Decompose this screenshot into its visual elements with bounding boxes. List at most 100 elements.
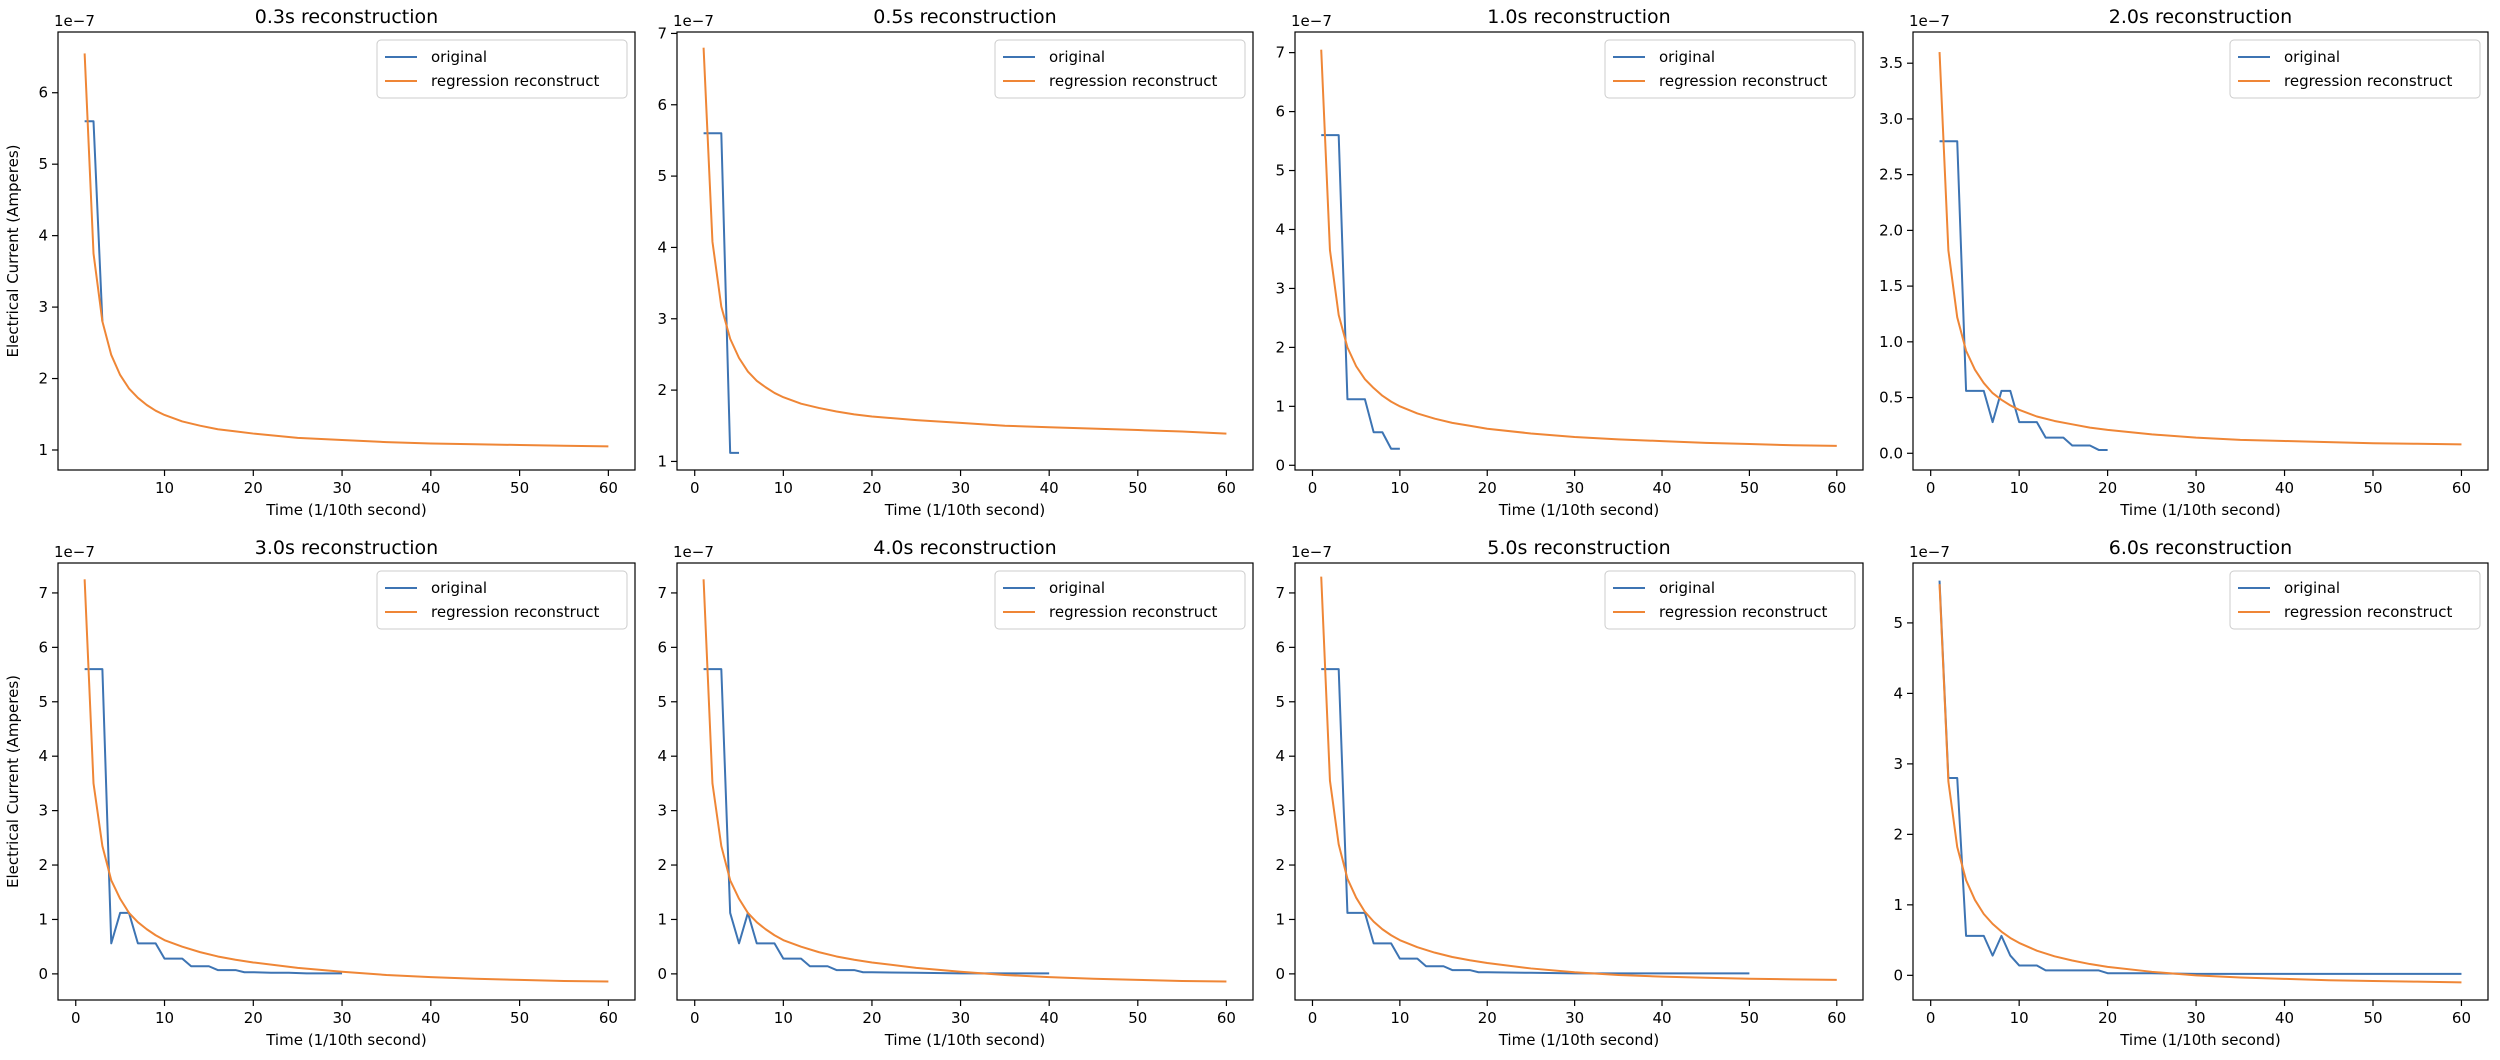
series-line-regression-reconstruct bbox=[1938, 52, 2462, 446]
x-tick-label: 60 bbox=[599, 1009, 618, 1027]
x-axis-label: Time (1/10th second) bbox=[884, 501, 1046, 519]
x-tick-label: 0 bbox=[1308, 479, 1318, 497]
chart-title: 5.0s reconstruction bbox=[1487, 537, 1670, 559]
x-tick-label: 50 bbox=[510, 479, 529, 497]
y-tick-label: 0.0 bbox=[1879, 444, 1903, 462]
y-tick-label: 3.0 bbox=[1879, 110, 1903, 128]
y-tick-label: 7 bbox=[1275, 44, 1285, 62]
y-tick-label: 3 bbox=[38, 298, 48, 316]
legend: original regression reconstruct bbox=[1604, 570, 1856, 630]
series-line-original bbox=[1321, 134, 1400, 450]
legend: original regression reconstruct bbox=[1604, 39, 1856, 99]
axis-exponent-label: 1e−7 bbox=[1291, 543, 1332, 561]
y-tick-label: 5 bbox=[38, 693, 48, 711]
x-axis-label: Time (1/10th second) bbox=[2119, 501, 2281, 519]
y-tick-label: 3 bbox=[1275, 279, 1285, 297]
y-tick-label: 0 bbox=[1275, 456, 1285, 474]
x-tick-label: 30 bbox=[2187, 1009, 2206, 1027]
chart-panel-3: 0 10 20 30 40 50 60 0 1 2 3 4 5 6 7 1e−7 1.0s reconstruc… bbox=[1275, 6, 1864, 519]
y-tick-label: 1 bbox=[38, 441, 48, 459]
x-tick-label: 0 bbox=[71, 1009, 81, 1027]
series-line-regression-reconstruct bbox=[83, 579, 609, 983]
chart-title: 2.0s reconstruction bbox=[2109, 6, 2292, 28]
chart-panel-2: 0 10 20 30 40 50 60 1 2 3 4 5 6 7 1e−7 0.5s reconstruct… bbox=[657, 6, 1254, 519]
x-axis-label: Time (1/10th second) bbox=[265, 501, 427, 519]
x-tick-label: 60 bbox=[2452, 1009, 2471, 1027]
y-tick-label: 1 bbox=[1893, 896, 1903, 914]
x-tick-label: 60 bbox=[599, 479, 618, 497]
axes-frame bbox=[57, 562, 636, 1001]
chart-panel-1: 10 20 30 40 50 60 1 2 3 4 5 6 1e−7 0.3s reconstructio… bbox=[4, 6, 636, 519]
x-tick-label: 20 bbox=[1478, 1009, 1497, 1027]
x-axis-label: Time (1/10th second) bbox=[265, 1031, 427, 1049]
x-tick-label: 60 bbox=[1827, 479, 1846, 497]
x-tick-label: 30 bbox=[2187, 479, 2206, 497]
chart-title: 0.3s reconstruction bbox=[255, 6, 438, 28]
legend: original regression reconstruct bbox=[376, 570, 628, 630]
legend-box bbox=[376, 39, 628, 99]
x-tick-label: 60 bbox=[1827, 1009, 1846, 1027]
x-tick-label: 10 bbox=[155, 479, 174, 497]
y-tick-label: 5 bbox=[657, 167, 667, 185]
y-tick-label: 5 bbox=[1275, 162, 1285, 180]
legend-box bbox=[1604, 39, 1856, 99]
y-tick-label: 2 bbox=[1275, 338, 1285, 356]
x-tick-label: 50 bbox=[2363, 1009, 2382, 1027]
y-tick-label: 2.5 bbox=[1879, 166, 1903, 184]
x-tick-label: 30 bbox=[951, 479, 970, 497]
x-tick-label: 10 bbox=[1390, 479, 1409, 497]
legend-entry-label: regression reconstruct bbox=[1659, 72, 1828, 90]
y-tick-label: 0 bbox=[38, 965, 48, 983]
legend-box bbox=[994, 39, 1246, 99]
x-tick-label: 0 bbox=[690, 479, 700, 497]
x-tick-label: 50 bbox=[510, 1009, 529, 1027]
y-axis-label: Electrical Current (Amperes) bbox=[4, 675, 22, 888]
x-tick-label: 50 bbox=[1740, 1009, 1759, 1027]
y-tick-label: 2 bbox=[1893, 825, 1903, 843]
series-line-original bbox=[1939, 140, 2108, 451]
legend: original regression reconstruct bbox=[376, 39, 628, 99]
x-tick-label: 20 bbox=[862, 1009, 881, 1027]
x-axis-label: Time (1/10th second) bbox=[1498, 1031, 1660, 1049]
y-tick-label: 3.5 bbox=[1879, 54, 1903, 72]
x-axis-label: Time (1/10th second) bbox=[2119, 1031, 2281, 1049]
y-tick-label: 1 bbox=[657, 910, 667, 928]
legend-box bbox=[2229, 39, 2481, 99]
legend-box bbox=[994, 570, 1246, 630]
x-tick-label: 40 bbox=[2275, 479, 2294, 497]
axes-frame bbox=[57, 31, 636, 471]
axis-exponent-label: 1e−7 bbox=[54, 543, 95, 561]
y-tick-label: 2 bbox=[38, 856, 48, 874]
legend-entry-label: regression reconstruct bbox=[2284, 72, 2453, 90]
legend: original regression reconstruct bbox=[2229, 570, 2481, 630]
x-tick-label: 20 bbox=[1478, 479, 1497, 497]
y-tick-label: 5 bbox=[1275, 693, 1285, 711]
legend: original regression reconstruct bbox=[994, 570, 1246, 630]
series-line-regression-reconstruct bbox=[702, 579, 1227, 983]
x-tick-label: 30 bbox=[1565, 479, 1584, 497]
y-tick-label: 6 bbox=[38, 84, 48, 102]
x-tick-label: 40 bbox=[1040, 479, 1059, 497]
legend-entry-label: original bbox=[2284, 579, 2340, 597]
y-tick-label: 4 bbox=[38, 227, 48, 245]
legend-entry-label: regression reconstruct bbox=[1049, 72, 1218, 90]
series-line-original bbox=[703, 132, 740, 454]
y-tick-label: 3 bbox=[1893, 755, 1903, 773]
chart-title: 0.5s reconstruction bbox=[873, 6, 1056, 28]
x-tick-label: 20 bbox=[862, 479, 881, 497]
series-line-original bbox=[1938, 580, 2462, 975]
chart-panel-6: 0 10 20 30 40 50 60 0 1 2 3 4 5 6 7 1e−7 4.0s reconstruc… bbox=[657, 537, 1254, 1049]
y-tick-label: 3 bbox=[38, 802, 48, 820]
legend-box bbox=[2229, 570, 2481, 630]
chart-title: 1.0s reconstruction bbox=[1487, 6, 1670, 28]
y-tick-label: 2.0 bbox=[1879, 221, 1903, 239]
y-tick-label: 0 bbox=[1275, 965, 1285, 983]
x-tick-label: 60 bbox=[2452, 479, 2471, 497]
legend: original regression reconstruct bbox=[994, 39, 1246, 99]
y-tick-label: 4 bbox=[657, 747, 667, 765]
axis-exponent-label: 1e−7 bbox=[673, 12, 714, 30]
axis-exponent-label: 1e−7 bbox=[1291, 12, 1332, 30]
x-tick-label: 50 bbox=[1128, 1009, 1147, 1027]
y-tick-label: 6 bbox=[1275, 638, 1285, 656]
x-tick-label: 0 bbox=[1308, 1009, 1318, 1027]
